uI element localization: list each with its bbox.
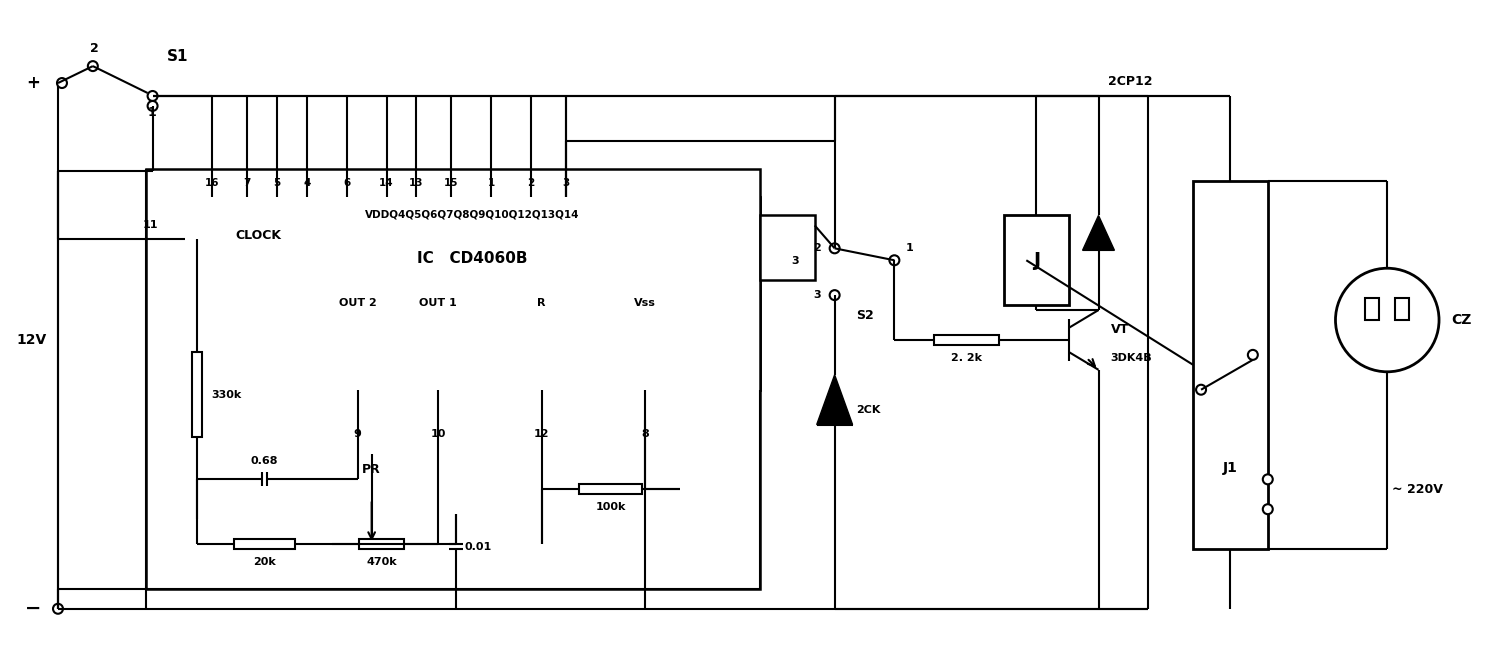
Text: 13: 13	[409, 178, 424, 188]
Text: 3: 3	[813, 290, 821, 300]
Circle shape	[1263, 504, 1273, 514]
Text: 1: 1	[487, 178, 494, 188]
Circle shape	[147, 91, 158, 101]
Bar	[579, 485, 642, 494]
Bar	[234, 539, 295, 549]
Text: 3DK4B: 3DK4B	[1111, 353, 1153, 363]
Text: 330k: 330k	[212, 389, 242, 400]
Text: 12V: 12V	[17, 333, 47, 347]
Text: 2: 2	[813, 243, 821, 254]
Text: VT: VT	[1111, 324, 1129, 336]
Circle shape	[53, 604, 63, 614]
Text: 2: 2	[90, 41, 99, 55]
Circle shape	[57, 78, 68, 88]
Text: 10: 10	[430, 428, 446, 439]
Text: 2CK: 2CK	[857, 404, 881, 415]
Text: 5: 5	[274, 178, 281, 188]
Bar	[185, 197, 761, 389]
Text: 20k: 20k	[253, 557, 277, 567]
Text: 100k: 100k	[595, 502, 625, 512]
Text: 0.01: 0.01	[464, 542, 491, 551]
Text: IC   CD4060B: IC CD4060B	[418, 251, 528, 266]
Text: S2: S2	[855, 309, 873, 322]
Text: 12: 12	[534, 428, 550, 439]
Text: 2CP12: 2CP12	[1108, 74, 1153, 87]
Text: 2. 2k: 2. 2k	[951, 353, 981, 363]
Text: 3: 3	[562, 178, 570, 188]
Circle shape	[1263, 474, 1273, 485]
Text: CLOCK: CLOCK	[236, 228, 281, 242]
Text: −: −	[26, 599, 41, 619]
Polygon shape	[1082, 215, 1114, 250]
Text: 14: 14	[379, 178, 394, 188]
Bar	[359, 539, 404, 549]
Text: 470k: 470k	[367, 557, 397, 567]
Bar	[192, 352, 203, 437]
Bar	[1395, 298, 1410, 320]
Text: 15: 15	[443, 178, 458, 188]
Text: 11: 11	[143, 220, 158, 230]
Text: Vss: Vss	[634, 298, 655, 308]
Circle shape	[830, 290, 840, 300]
Text: OUT 2: OUT 2	[338, 298, 377, 308]
Text: J1: J1	[1223, 461, 1238, 475]
Text: 8: 8	[642, 428, 649, 439]
Text: 0.68: 0.68	[251, 456, 278, 466]
Text: 1: 1	[905, 243, 914, 254]
Text: S1: S1	[167, 49, 188, 63]
Text: 7: 7	[243, 178, 251, 188]
Circle shape	[1247, 350, 1258, 360]
Circle shape	[890, 256, 899, 265]
Text: 2: 2	[528, 178, 535, 188]
Circle shape	[1336, 269, 1438, 372]
Text: J: J	[1033, 251, 1040, 270]
Bar	[761, 215, 815, 280]
Text: 3: 3	[792, 256, 800, 266]
Text: ~ 220V: ~ 220V	[1392, 483, 1443, 496]
Text: VDDQ4Q5Q6Q7Q8Q9Q10Q12Q13Q14: VDDQ4Q5Q6Q7Q8Q9Q10Q12Q13Q14	[365, 210, 580, 219]
Text: +: +	[26, 74, 41, 92]
Text: 1: 1	[147, 106, 156, 120]
Circle shape	[830, 243, 840, 254]
Text: CZ: CZ	[1450, 313, 1471, 327]
Text: OUT 1: OUT 1	[419, 298, 457, 308]
Circle shape	[87, 61, 98, 71]
Polygon shape	[816, 375, 852, 424]
Bar	[146, 169, 761, 589]
Bar	[1365, 298, 1380, 320]
Bar	[1004, 215, 1069, 305]
Circle shape	[147, 101, 158, 111]
Circle shape	[1196, 385, 1205, 395]
Bar	[933, 335, 999, 345]
Text: 4: 4	[304, 178, 311, 188]
Text: 9: 9	[353, 428, 362, 439]
Text: 6: 6	[343, 178, 350, 188]
Text: 16: 16	[204, 178, 219, 188]
Text: R: R	[538, 298, 546, 308]
Bar	[1193, 181, 1267, 549]
Text: PR: PR	[362, 463, 382, 476]
